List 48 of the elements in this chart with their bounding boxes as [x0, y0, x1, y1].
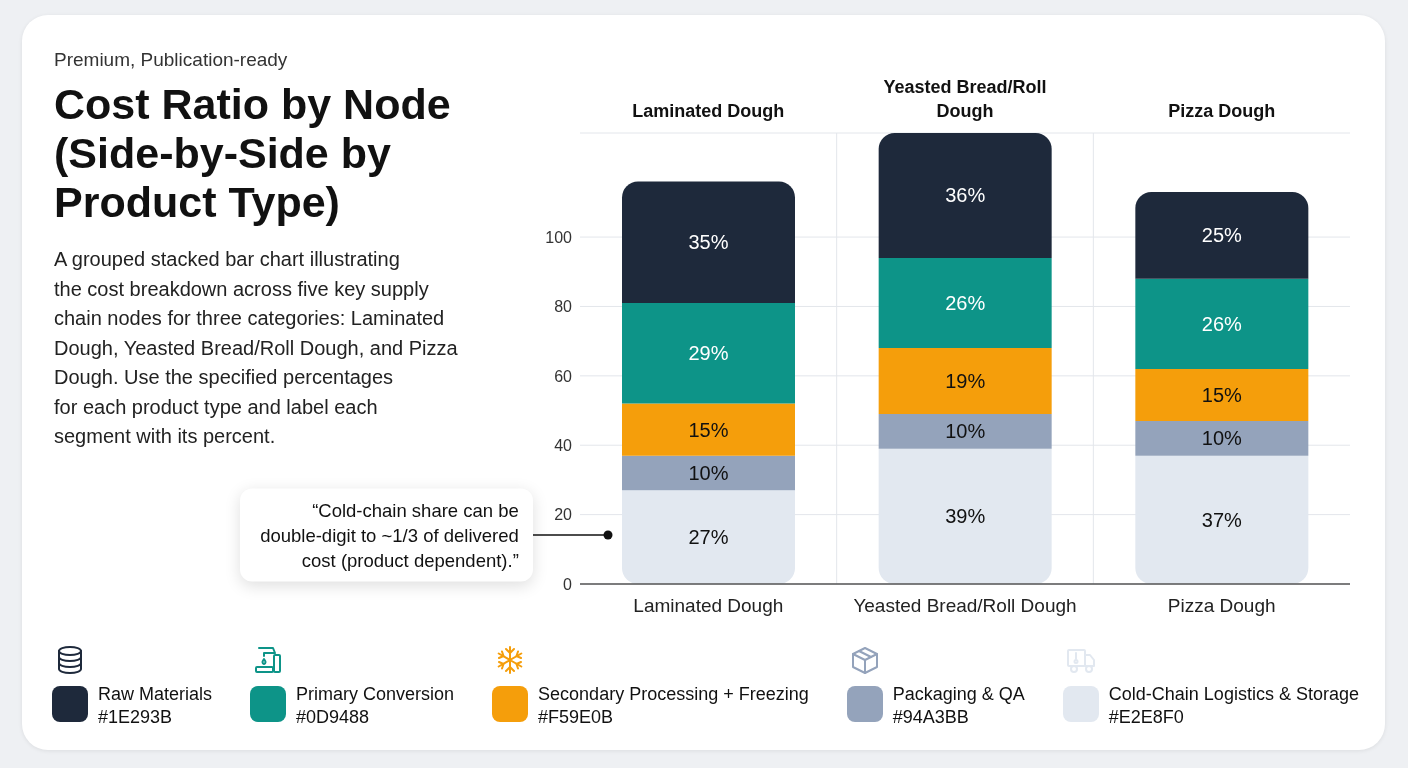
- data-label: 39%: [945, 505, 986, 528]
- data-label: 35%: [688, 231, 729, 254]
- x-tick-label: Laminated Dough: [633, 595, 784, 617]
- bar: [1135, 191, 1309, 279]
- bar: [1135, 420, 1309, 456]
- data-label: 37%: [1201, 508, 1243, 531]
- bar: [878, 348, 1052, 415]
- legend-label: Packaging & QA #94A3BB: [892, 683, 1025, 729]
- data-label: 19%: [945, 370, 986, 393]
- legend-label: Secondary Processing + Freezing #F59E0B: [538, 683, 809, 729]
- bar: [878, 133, 1052, 258]
- data-label: 36%: [945, 184, 986, 207]
- y-tick-label: 40: [554, 436, 573, 454]
- category-label: Laminated Dough: [632, 101, 785, 121]
- data-label: 26%: [1201, 312, 1243, 335]
- data-label: 29%: [688, 342, 729, 365]
- text: A grouped stacked bar chart illustrating the cost breakdown across five key supply chain nodes for three categories: Laminated Dough, Yeasted Bread/Roll Dough, and Pizza Dough. Use the specified percentages for each product type and label each segment with its percent.: [54, 247, 459, 449]
- bar: [1135, 368, 1309, 421]
- y-tick-label: 0: [563, 575, 573, 593]
- bar: [878, 257, 1052, 349]
- legend-label: Primary Conversion #0D9488: [296, 683, 455, 729]
- text: Premium, Publication-ready: [54, 48, 289, 72]
- data-label: 25%: [1201, 224, 1243, 247]
- data-label: 15%: [688, 418, 729, 441]
- data-label: 10%: [688, 461, 729, 484]
- text: “Cold-chain share can be double-digit to ~1/3 of delivered cost (product dependent).”: [259, 498, 519, 573]
- x-tick-label: Yeasted Bread/Roll Dough: [853, 595, 1077, 617]
- bar: [622, 181, 795, 303]
- data-label: 10%: [945, 420, 986, 443]
- legend-label: Cold-Chain Logistics & Storage #E2E8F0: [1108, 683, 1359, 729]
- data-label: 26%: [945, 291, 986, 314]
- bar: [878, 414, 1052, 449]
- y-tick-label: 100: [545, 228, 573, 246]
- y-tick-label: 80: [554, 298, 573, 316]
- category-label: Pizza Dough: [1168, 101, 1276, 121]
- data-label: 27%: [688, 526, 729, 549]
- x-tick-label: Pizza Dough: [1167, 595, 1276, 617]
- y-tick-label: 20: [554, 506, 573, 524]
- data-label: 15%: [1201, 383, 1243, 406]
- bar: [622, 403, 795, 456]
- bar: [1135, 278, 1309, 369]
- legend-label: Raw Materials #1E293B: [98, 683, 213, 729]
- category-label: Yeasted Bread/Roll Dough: [883, 77, 1047, 121]
- bar: [622, 455, 795, 491]
- data-label: 10%: [1201, 427, 1243, 450]
- chart-title: Cost Ratio by Node (Side-by-Side by Product Type): [54, 80, 452, 227]
- bar: [622, 302, 795, 404]
- y-tick-label: 60: [554, 367, 573, 385]
